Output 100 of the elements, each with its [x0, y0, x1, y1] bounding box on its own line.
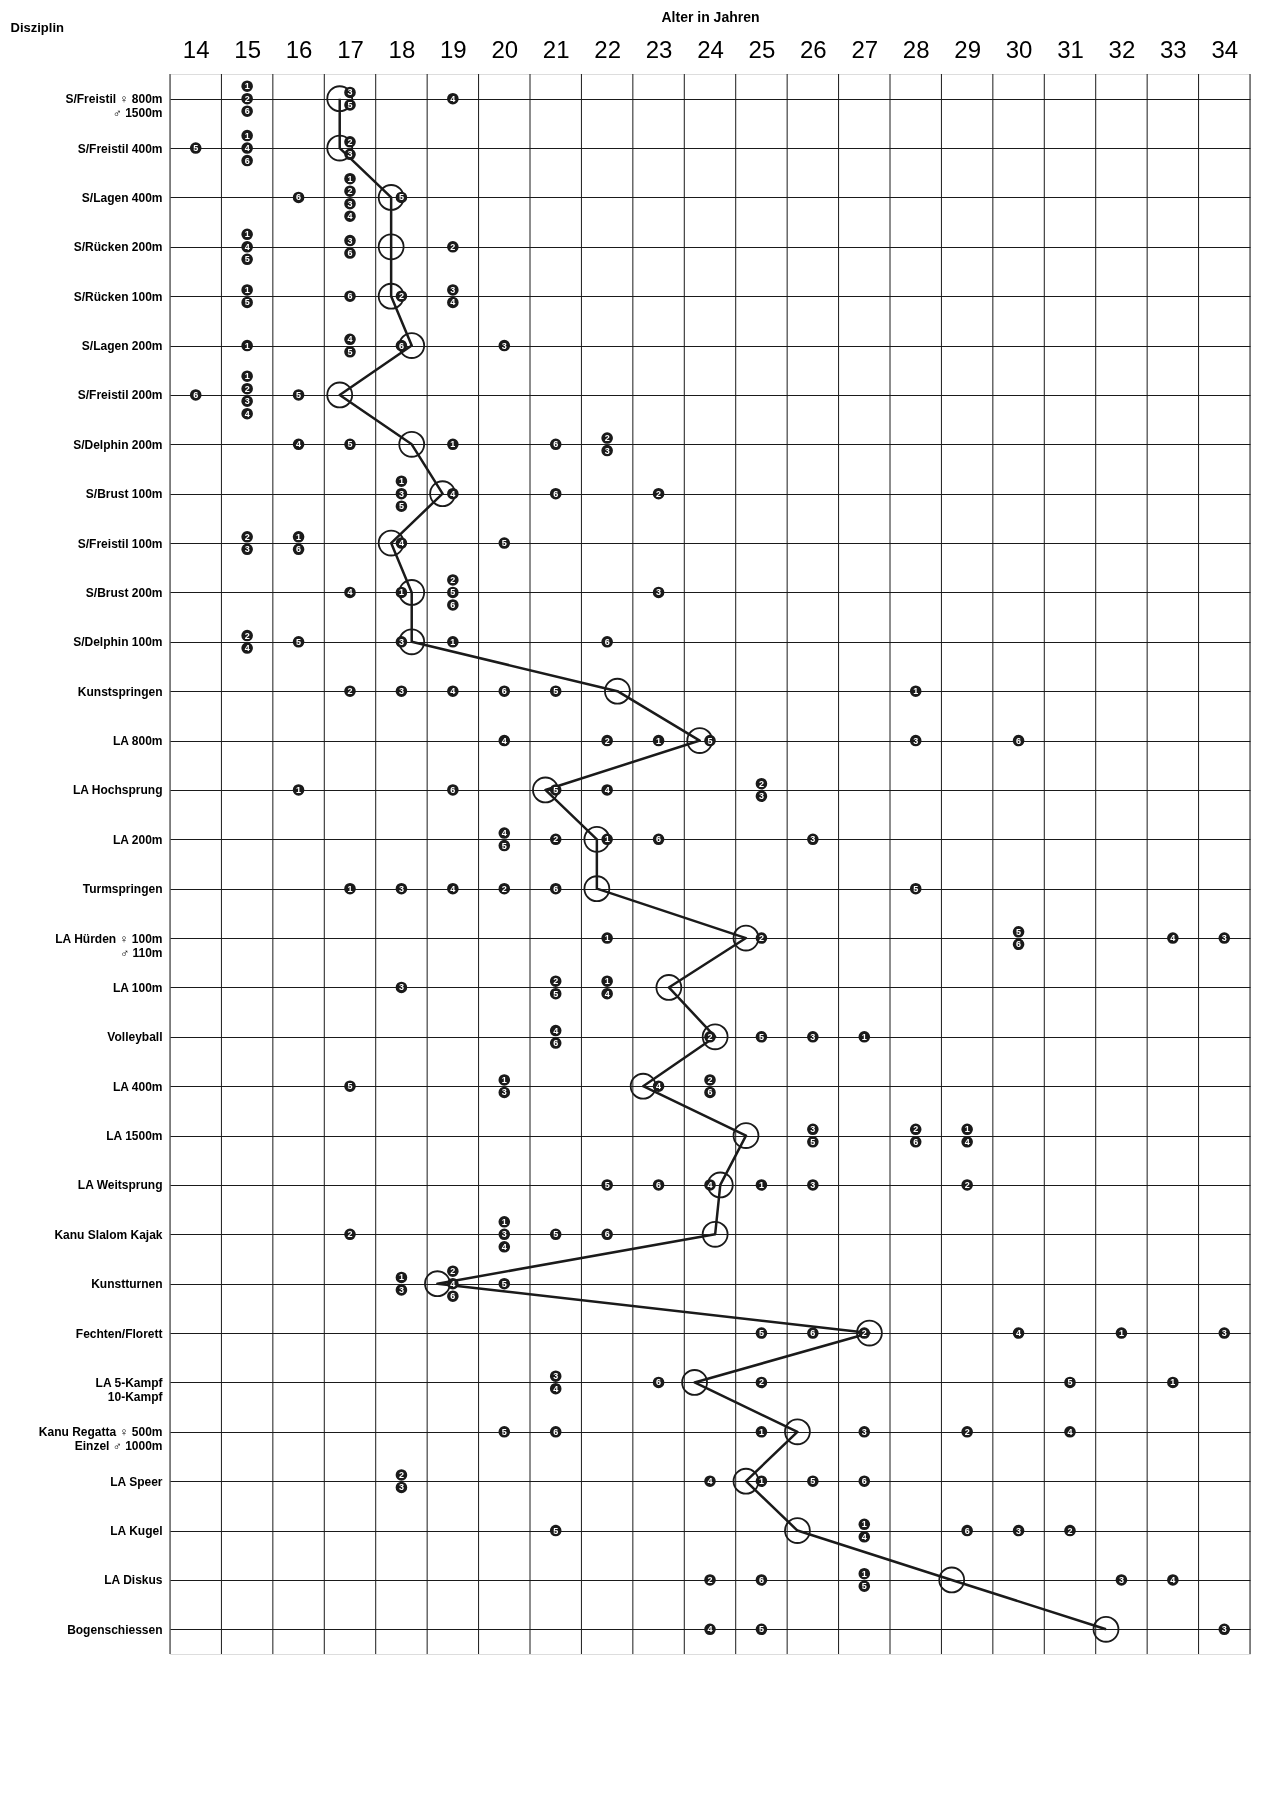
text: 3	[450, 284, 456, 295]
x-tick-label: 34	[1211, 35, 1239, 63]
text: 3	[501, 1229, 507, 1240]
text: 4	[501, 828, 507, 839]
text: 4	[450, 686, 456, 697]
text: 4	[450, 297, 456, 308]
text: 3	[347, 198, 353, 209]
y-tick-label: Kanu Slalom Kajak	[54, 1227, 163, 1242]
x-tick-label: 17	[337, 35, 364, 63]
text: 2	[758, 778, 764, 789]
text: 3	[1221, 1624, 1227, 1635]
text: 4	[501, 735, 507, 746]
text: 5	[244, 297, 250, 308]
text: 2	[604, 433, 610, 444]
text: 3	[398, 1284, 404, 1295]
x-tick-label: 18	[388, 35, 416, 63]
point	[583, 825, 611, 853]
text: 3	[1016, 1525, 1022, 1536]
point	[732, 1122, 760, 1149]
text: 6	[553, 1038, 559, 1049]
y-tick-label: LA 400m	[112, 1079, 163, 1094]
x-tick-label: 14	[182, 35, 210, 63]
y-tick-label: Volleyball	[107, 1030, 163, 1045]
text: 4	[707, 1476, 713, 1487]
text: 3	[347, 235, 353, 246]
y-tick-label: S/Freistil 100m	[77, 536, 163, 551]
point	[784, 1418, 811, 1446]
text: 1	[296, 784, 302, 795]
text: 2	[861, 1328, 867, 1339]
text: 1	[861, 1031, 867, 1042]
text: 6	[450, 599, 456, 610]
text: 5	[193, 143, 199, 154]
text: 1	[244, 284, 250, 295]
text: 1	[758, 1476, 764, 1487]
text: 2	[347, 1229, 353, 1240]
y-tick-label: LA Speer	[110, 1474, 163, 1489]
text: 5	[398, 501, 404, 512]
point	[701, 1220, 729, 1248]
text: 6	[913, 1136, 919, 1147]
point	[429, 480, 456, 508]
text: 2	[347, 686, 353, 697]
point	[629, 1072, 657, 1100]
text: 1	[964, 1124, 970, 1135]
text: 4	[604, 988, 610, 999]
text: 6	[1016, 735, 1022, 746]
text: 4	[296, 439, 302, 450]
text: 4	[347, 587, 353, 598]
text: 2	[244, 383, 250, 394]
text: 1	[398, 476, 404, 487]
text: 2	[398, 291, 404, 302]
point	[424, 1270, 451, 1298]
text: 2	[244, 630, 250, 641]
text: 5	[553, 686, 559, 697]
text: 3	[398, 883, 404, 894]
text: 4	[1016, 1328, 1022, 1339]
text: 1	[450, 439, 456, 450]
y-tick-label: S/Brust 200m	[85, 585, 163, 600]
text: 4	[450, 1278, 456, 1289]
text: 4	[1170, 933, 1176, 944]
point	[681, 1369, 708, 1396]
text: 3	[1221, 1328, 1227, 1339]
text: 2	[964, 1179, 970, 1190]
y-tick-label: S/Delphin 100m	[73, 635, 163, 650]
text: 3	[398, 1482, 404, 1493]
y-tick-label: S/Freistil 200m	[77, 388, 163, 403]
text: 1	[347, 173, 353, 184]
text: 6	[861, 1476, 867, 1487]
y-tick-label: S/Lagen 200m	[81, 339, 163, 354]
text: 1	[244, 371, 250, 382]
text: 5	[450, 587, 456, 598]
text: 2	[553, 976, 559, 987]
series-label: 3	[398, 636, 404, 647]
point	[583, 875, 611, 903]
x-tick-label: 31	[1057, 35, 1084, 63]
text: 3	[398, 488, 404, 499]
text: 2	[913, 1124, 919, 1135]
x-tick-label: 20	[491, 35, 519, 63]
text: 4	[604, 784, 610, 795]
text: 3	[501, 1087, 507, 1098]
text: 5	[347, 346, 353, 357]
text: 2	[758, 1377, 764, 1388]
point	[398, 628, 426, 656]
text: 1	[347, 883, 353, 894]
text: 2	[347, 136, 353, 147]
text: 3	[604, 445, 610, 456]
text: 3	[501, 340, 507, 351]
y-tick-label: LA 1500m	[106, 1129, 163, 1144]
text: 5	[501, 538, 507, 549]
text: 6	[244, 155, 250, 166]
text: 5	[347, 99, 353, 110]
point	[398, 579, 426, 606]
text: 2	[398, 1469, 404, 1480]
text: 4	[244, 643, 250, 654]
text: 6	[296, 544, 302, 555]
text: 2	[244, 531, 250, 542]
text: 3	[810, 834, 816, 845]
text: 3	[758, 791, 764, 802]
text: 5	[604, 1179, 610, 1190]
y-tick-label: Fechten/Florett	[75, 1326, 163, 1341]
text: 6	[450, 784, 456, 795]
